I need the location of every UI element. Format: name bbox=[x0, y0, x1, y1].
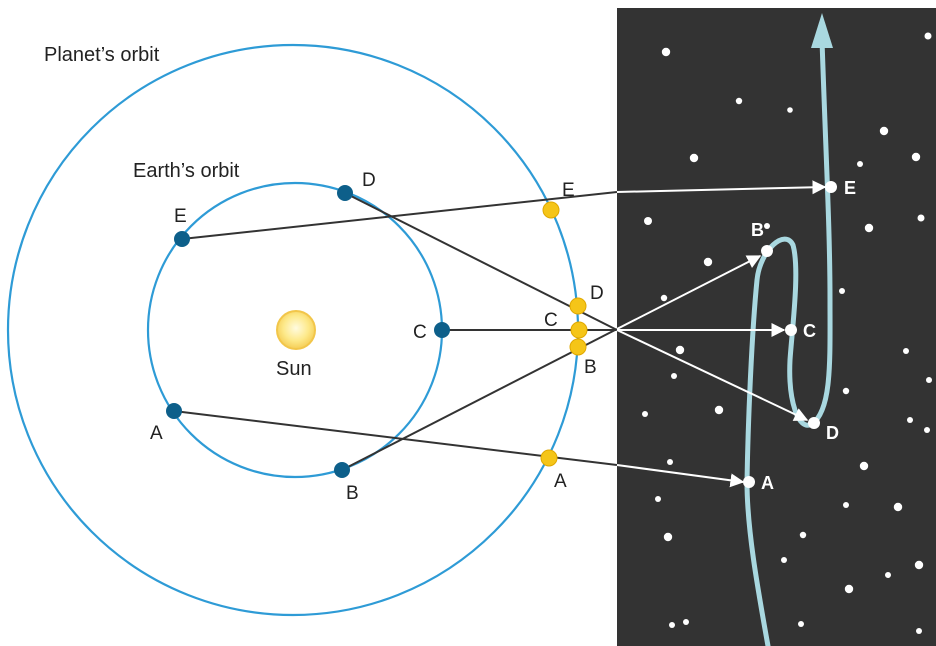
path-arrowhead bbox=[811, 13, 833, 48]
earth-label-b: B bbox=[346, 483, 359, 504]
earth-dot-c bbox=[434, 322, 450, 338]
earth-label-d: D bbox=[362, 170, 376, 191]
planet-label-a: A bbox=[554, 471, 567, 492]
earth-label-e: E bbox=[174, 206, 187, 227]
sky-dot-d bbox=[808, 417, 820, 429]
sky-label-b: B bbox=[751, 220, 764, 240]
planets-orbit-label: Planet’s orbit bbox=[44, 44, 160, 66]
earth-dot-e bbox=[174, 231, 190, 247]
sky-label-c: C bbox=[803, 321, 816, 341]
sight-lines bbox=[173, 191, 618, 471]
sky-arrows bbox=[616, 180, 827, 488]
earth-dot-a bbox=[166, 403, 182, 419]
planet-dot-d bbox=[569, 297, 587, 315]
earths-orbit-label: Earth’s orbit bbox=[133, 160, 240, 182]
planet-label-c: C bbox=[544, 310, 558, 331]
planet-label-b: B bbox=[584, 357, 597, 378]
planet-dots bbox=[540, 201, 588, 467]
planet-dot-b bbox=[569, 338, 587, 356]
sky-dots bbox=[743, 181, 837, 488]
planet-label-d: D bbox=[590, 283, 604, 304]
sky-dot-a bbox=[743, 476, 755, 488]
planet-label-e: E bbox=[562, 180, 575, 201]
earth-dots bbox=[166, 185, 450, 478]
planet-dot-e bbox=[542, 201, 560, 219]
sun-label: Sun bbox=[276, 358, 312, 380]
apparent-path bbox=[744, 37, 833, 646]
planet-dot-c bbox=[570, 321, 588, 339]
sky-label-a: A bbox=[761, 473, 774, 493]
earth-label-c: C bbox=[413, 322, 427, 343]
sky-label-d: D bbox=[826, 423, 839, 443]
sky-dot-e bbox=[825, 181, 837, 193]
sky-background bbox=[617, 8, 936, 646]
earth-dot-d bbox=[337, 185, 353, 201]
stars bbox=[642, 32, 932, 634]
sky-label-e: E bbox=[844, 178, 856, 198]
sun bbox=[276, 310, 316, 350]
earth-label-a: A bbox=[150, 423, 163, 444]
sky-dot-c bbox=[785, 324, 797, 336]
sky-dot-b bbox=[761, 245, 773, 257]
earth-dot-b bbox=[334, 462, 350, 478]
planet-dot-a bbox=[540, 449, 558, 467]
